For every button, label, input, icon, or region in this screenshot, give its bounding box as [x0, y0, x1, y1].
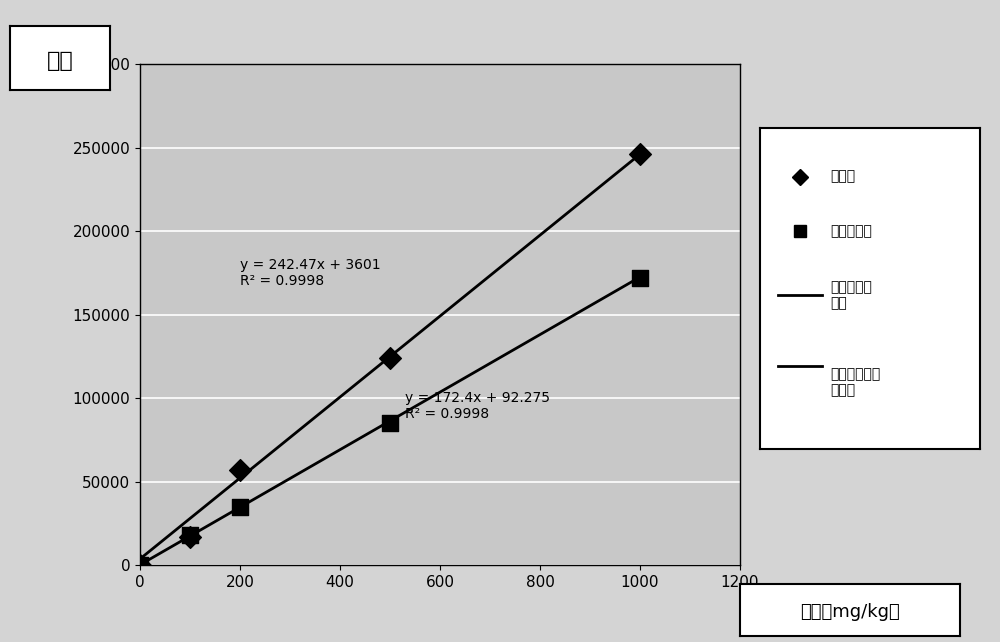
Point: [632, 149, 648, 159]
Text: 浓度（mg/kg）: 浓度（mg/kg）: [800, 603, 900, 621]
Text: y = 172.4x + 92.275
R² = 0.9998: y = 172.4x + 92.275 R² = 0.9998: [405, 391, 550, 422]
Point: [382, 353, 398, 363]
Text: 线性（草甘
膞）: 线性（草甘 膞）: [830, 280, 872, 311]
Point: [382, 418, 398, 428]
Point: [232, 465, 248, 475]
Point: [132, 560, 148, 570]
Text: 氨甲基膞酸: 氨甲基膞酸: [830, 224, 872, 238]
Point: [132, 560, 148, 570]
Text: 草甘膞: 草甘膞: [830, 169, 856, 184]
Point: [182, 532, 198, 542]
Point: [232, 501, 248, 512]
Point: [182, 530, 198, 540]
Point: [632, 273, 648, 283]
Text: 响应: 响应: [47, 51, 73, 71]
Text: y = 242.47x + 3601
R² = 0.9998: y = 242.47x + 3601 R² = 0.9998: [240, 257, 381, 288]
Text: 线性（氨甲基
膞酸）: 线性（氨甲基 膞酸）: [830, 367, 881, 397]
